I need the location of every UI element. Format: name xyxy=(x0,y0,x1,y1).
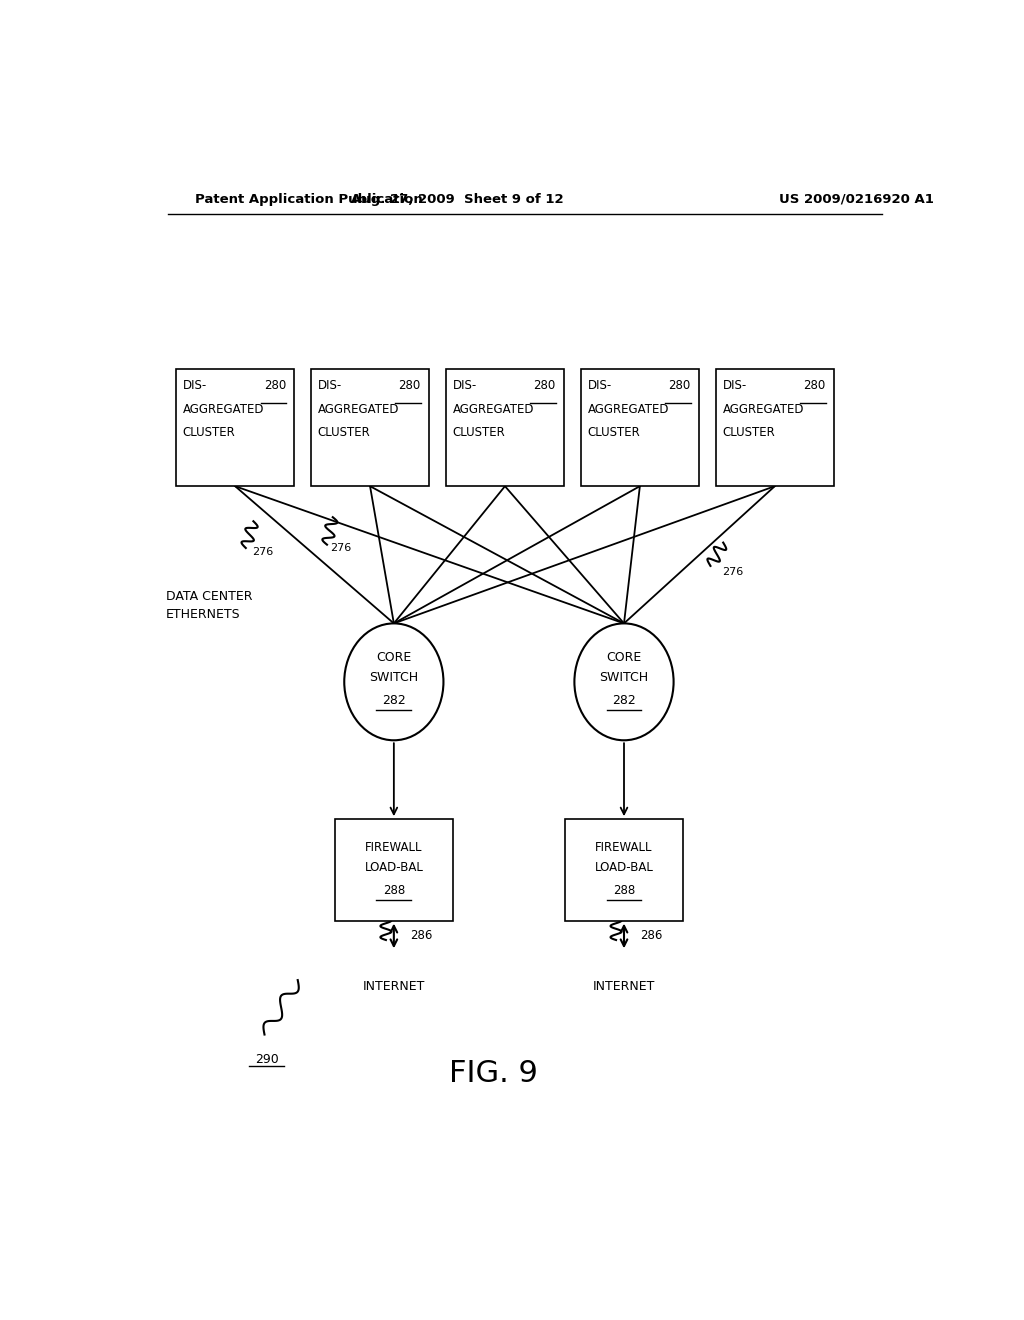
Ellipse shape xyxy=(574,623,674,741)
Text: INTERNET: INTERNET xyxy=(593,979,655,993)
Text: 288: 288 xyxy=(383,883,404,896)
Ellipse shape xyxy=(344,623,443,741)
Text: INTERNET: INTERNET xyxy=(362,979,425,993)
Text: 282: 282 xyxy=(612,693,636,706)
Text: DIS-: DIS- xyxy=(588,379,611,392)
Text: LOAD-BAL: LOAD-BAL xyxy=(595,862,653,874)
Text: DIS-: DIS- xyxy=(317,379,342,392)
FancyBboxPatch shape xyxy=(716,370,834,486)
Text: CLUSTER: CLUSTER xyxy=(182,426,236,440)
Text: 276: 276 xyxy=(330,543,351,553)
Text: 288: 288 xyxy=(613,883,635,896)
Text: 286: 286 xyxy=(410,929,432,942)
Text: AGGREGATED: AGGREGATED xyxy=(588,403,669,416)
FancyBboxPatch shape xyxy=(446,370,563,486)
FancyBboxPatch shape xyxy=(311,370,429,486)
Text: DIS-: DIS- xyxy=(453,379,477,392)
Text: 280: 280 xyxy=(534,379,556,392)
Text: CLUSTER: CLUSTER xyxy=(588,426,640,440)
Text: 280: 280 xyxy=(398,379,421,392)
Text: LOAD-BAL: LOAD-BAL xyxy=(365,862,423,874)
Text: AGGREGATED: AGGREGATED xyxy=(453,403,535,416)
Text: US 2009/0216920 A1: US 2009/0216920 A1 xyxy=(778,193,934,206)
Text: FIREWALL: FIREWALL xyxy=(595,841,652,854)
Text: 280: 280 xyxy=(803,379,825,392)
Text: 276: 276 xyxy=(722,568,743,577)
Text: 280: 280 xyxy=(263,379,286,392)
FancyBboxPatch shape xyxy=(582,370,698,486)
Text: FIREWALL: FIREWALL xyxy=(366,841,423,854)
Text: 282: 282 xyxy=(382,693,406,706)
Text: CLUSTER: CLUSTER xyxy=(722,426,775,440)
Text: CLUSTER: CLUSTER xyxy=(453,426,505,440)
Text: Patent Application Publication: Patent Application Publication xyxy=(196,193,423,206)
Text: DIS-: DIS- xyxy=(182,379,207,392)
Text: 286: 286 xyxy=(640,929,663,942)
Text: 276: 276 xyxy=(252,546,273,557)
Text: AGGREGATED: AGGREGATED xyxy=(317,403,399,416)
Text: CORE: CORE xyxy=(606,651,642,664)
Text: SWITCH: SWITCH xyxy=(599,672,648,684)
Text: DATA CENTER
ETHERNETS: DATA CENTER ETHERNETS xyxy=(166,590,253,622)
FancyBboxPatch shape xyxy=(176,370,294,486)
Text: CORE: CORE xyxy=(376,651,412,664)
Text: Aug. 27, 2009  Sheet 9 of 12: Aug. 27, 2009 Sheet 9 of 12 xyxy=(351,193,563,206)
Text: 280: 280 xyxy=(669,379,690,392)
Text: SWITCH: SWITCH xyxy=(370,672,419,684)
FancyBboxPatch shape xyxy=(335,818,453,921)
Text: CLUSTER: CLUSTER xyxy=(317,426,371,440)
Text: AGGREGATED: AGGREGATED xyxy=(182,403,264,416)
Text: 290: 290 xyxy=(255,1053,279,1065)
FancyBboxPatch shape xyxy=(565,818,683,921)
Text: DIS-: DIS- xyxy=(722,379,746,392)
Text: FIG. 9: FIG. 9 xyxy=(449,1059,538,1088)
Text: AGGREGATED: AGGREGATED xyxy=(722,403,804,416)
